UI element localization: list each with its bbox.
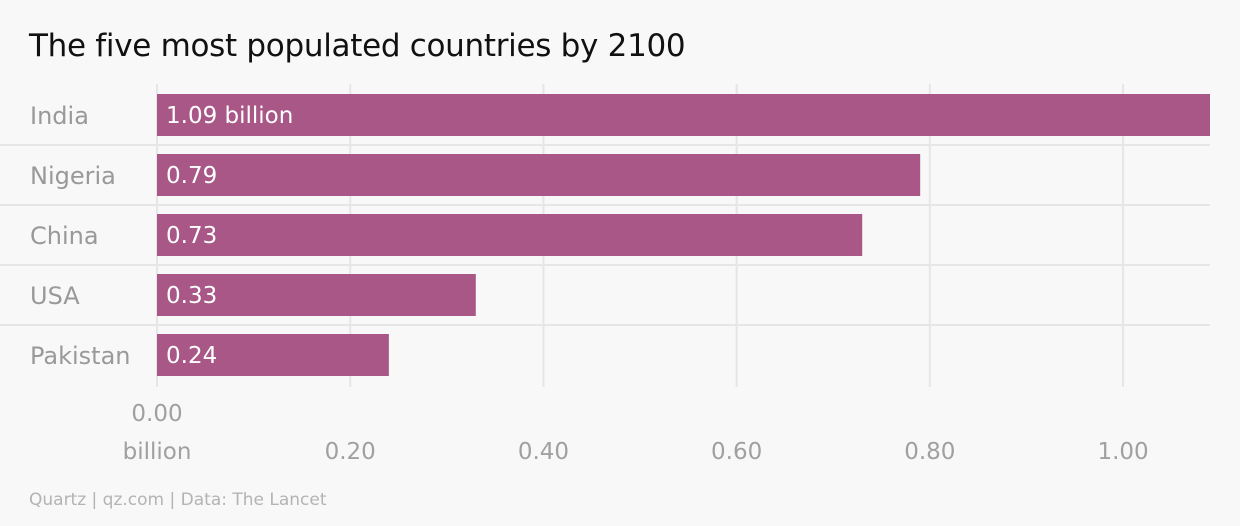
category-label-pakistan: Pakistan (30, 342, 131, 370)
x-tick-label: 0.60 (711, 439, 762, 465)
data-label-china: 0.73 (166, 223, 217, 249)
x-tick-label: 0.20 (325, 439, 376, 465)
source-note: Quartz | qz.com | Data: The Lancet (29, 490, 327, 510)
data-label-india: 1.09 billion (166, 103, 293, 129)
x-axis-ticks: 0.00 billion 0.20 0.40 0.60 0.80 1.00 (123, 401, 1149, 465)
category-labels: India Nigeria China USA Pakistan (30, 102, 131, 370)
category-label-china: China (30, 222, 99, 250)
bar-pakistan (157, 334, 389, 376)
bar-usa (157, 274, 476, 316)
data-label-usa: 0.33 (166, 283, 217, 309)
x-unit-label: billion (123, 439, 192, 465)
category-label-usa: USA (30, 282, 80, 310)
bars: 1.09 billion 0.79 0.73 0.33 0.24 (157, 94, 1210, 376)
data-label-pakistan: 0.24 (166, 343, 217, 369)
category-label-india: India (30, 102, 89, 130)
bar-nigeria (157, 154, 921, 196)
x-tick-label: 0.80 (904, 439, 955, 465)
bar-china (157, 214, 863, 256)
x-tick-label: 0.00 (131, 401, 182, 427)
x-tick-label: 1.00 (1097, 439, 1148, 465)
data-label-nigeria: 0.79 (166, 163, 217, 189)
x-tick-label: 0.40 (518, 439, 569, 465)
chart-title: The five most populated countries by 210… (29, 28, 686, 64)
bar-india (157, 94, 1210, 136)
category-label-nigeria: Nigeria (30, 162, 116, 190)
